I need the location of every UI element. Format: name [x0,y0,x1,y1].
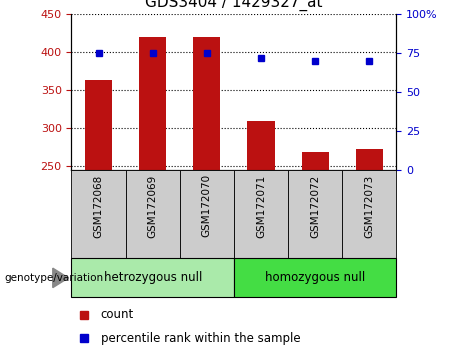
Bar [234,170,288,258]
Title: GDS3404 / 1429327_at: GDS3404 / 1429327_at [145,0,323,11]
Text: GSM172069: GSM172069 [148,174,158,238]
Bar [71,170,125,258]
Bar [71,258,234,297]
Text: homozygous null: homozygous null [265,272,365,284]
Bar [342,170,396,258]
Bar [248,120,275,170]
Text: hetrozygous null: hetrozygous null [104,272,202,284]
Bar [125,170,180,258]
Text: GSM172072: GSM172072 [310,174,320,238]
Bar [193,37,220,170]
Polygon shape [53,268,68,287]
Text: GSM172073: GSM172073 [364,174,374,238]
Text: GSM172070: GSM172070 [202,174,212,238]
Bar [180,170,234,258]
Bar [85,80,112,170]
Text: GSM172068: GSM172068 [94,174,104,238]
Text: GSM172071: GSM172071 [256,174,266,238]
Bar [139,37,166,170]
Bar [301,153,329,170]
Bar [356,149,383,170]
Text: percentile rank within the sample: percentile rank within the sample [100,332,300,344]
Text: count: count [100,308,134,321]
Bar [234,258,396,297]
Text: genotype/variation: genotype/variation [5,273,104,283]
Bar [288,170,342,258]
